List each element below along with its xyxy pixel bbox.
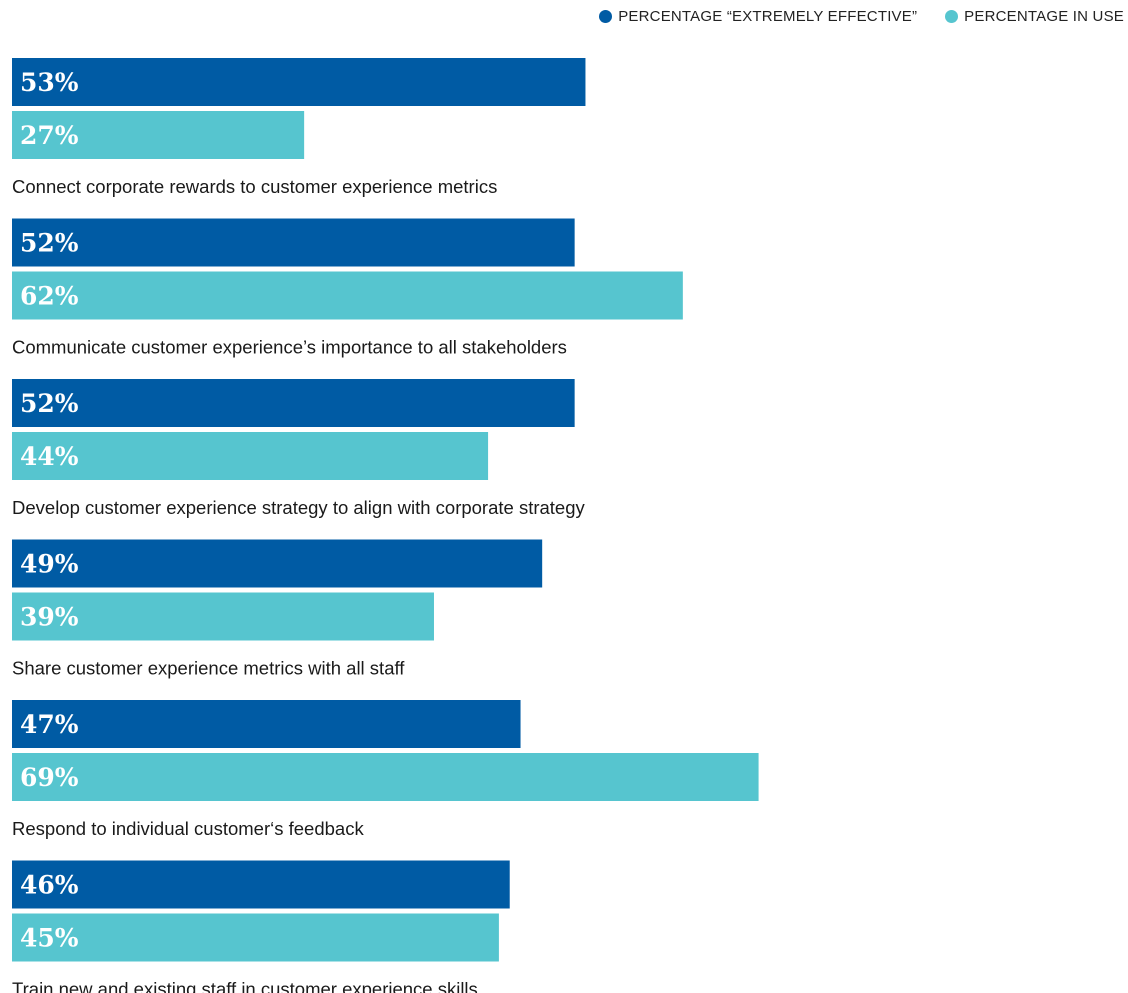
legend-swatch-in-use [945, 10, 959, 23]
bar-extremely-effective-3 [12, 379, 575, 427]
bar-in-use-6 [12, 913, 499, 962]
value-label-extremely-effective-4: 49% [20, 550, 79, 579]
category-label-6: Train new and existing staff in customer… [12, 979, 478, 993]
value-label-in-use-5: 69% [20, 763, 79, 792]
bar-extremely-effective-1 [12, 58, 586, 106]
bar-extremely-effective-2 [12, 218, 575, 267]
legend-label-extremely-effective: PERCENTAGE “EXTREMELY EFFECTIVE” [618, 8, 918, 25]
value-label-extremely-effective-2: 52% [20, 229, 79, 258]
value-label-in-use-3: 44% [20, 442, 79, 471]
category-label-5: Respond to individual customer‘s feedbac… [12, 818, 364, 839]
legend-label-in-use: PERCENTAGE IN USE [964, 8, 1124, 25]
category-label-3: Develop customer experience strategy to … [12, 497, 586, 518]
category-label-1: Connect corporate rewards to customer ex… [12, 176, 497, 197]
bar-in-use-5 [12, 753, 759, 801]
bar-in-use-4 [12, 592, 434, 641]
legend-swatch-extremely-effective [599, 10, 613, 23]
bar-in-use-1 [12, 111, 305, 159]
legend-item-in-use: PERCENTAGE IN USE [945, 8, 1124, 25]
value-label-in-use-2: 62% [20, 282, 79, 311]
value-label-extremely-effective-6: 46% [20, 871, 79, 900]
bar-in-use-3 [12, 432, 489, 480]
value-label-extremely-effective-1: 53% [20, 68, 79, 97]
legend: PERCENTAGE “EXTREMELY EFFECTIVE” PERCENT… [571, 8, 1124, 25]
bar-in-use-2 [12, 271, 683, 320]
value-label-extremely-effective-5: 47% [20, 710, 79, 739]
bar-extremely-effective-6 [12, 860, 510, 909]
value-label-in-use-1: 27% [20, 121, 79, 150]
value-label-in-use-4: 39% [20, 603, 79, 632]
bar-extremely-effective-4 [12, 539, 543, 588]
category-label-2: Communicate customer experience’s import… [12, 337, 567, 358]
value-label-in-use-6: 45% [20, 924, 79, 953]
value-label-extremely-effective-3: 52% [20, 389, 79, 418]
legend-item-extremely-effective: PERCENTAGE “EXTREMELY EFFECTIVE” [599, 8, 917, 25]
bar-extremely-effective-5 [12, 700, 521, 748]
category-label-4: Share customer experience metrics with a… [12, 658, 405, 679]
